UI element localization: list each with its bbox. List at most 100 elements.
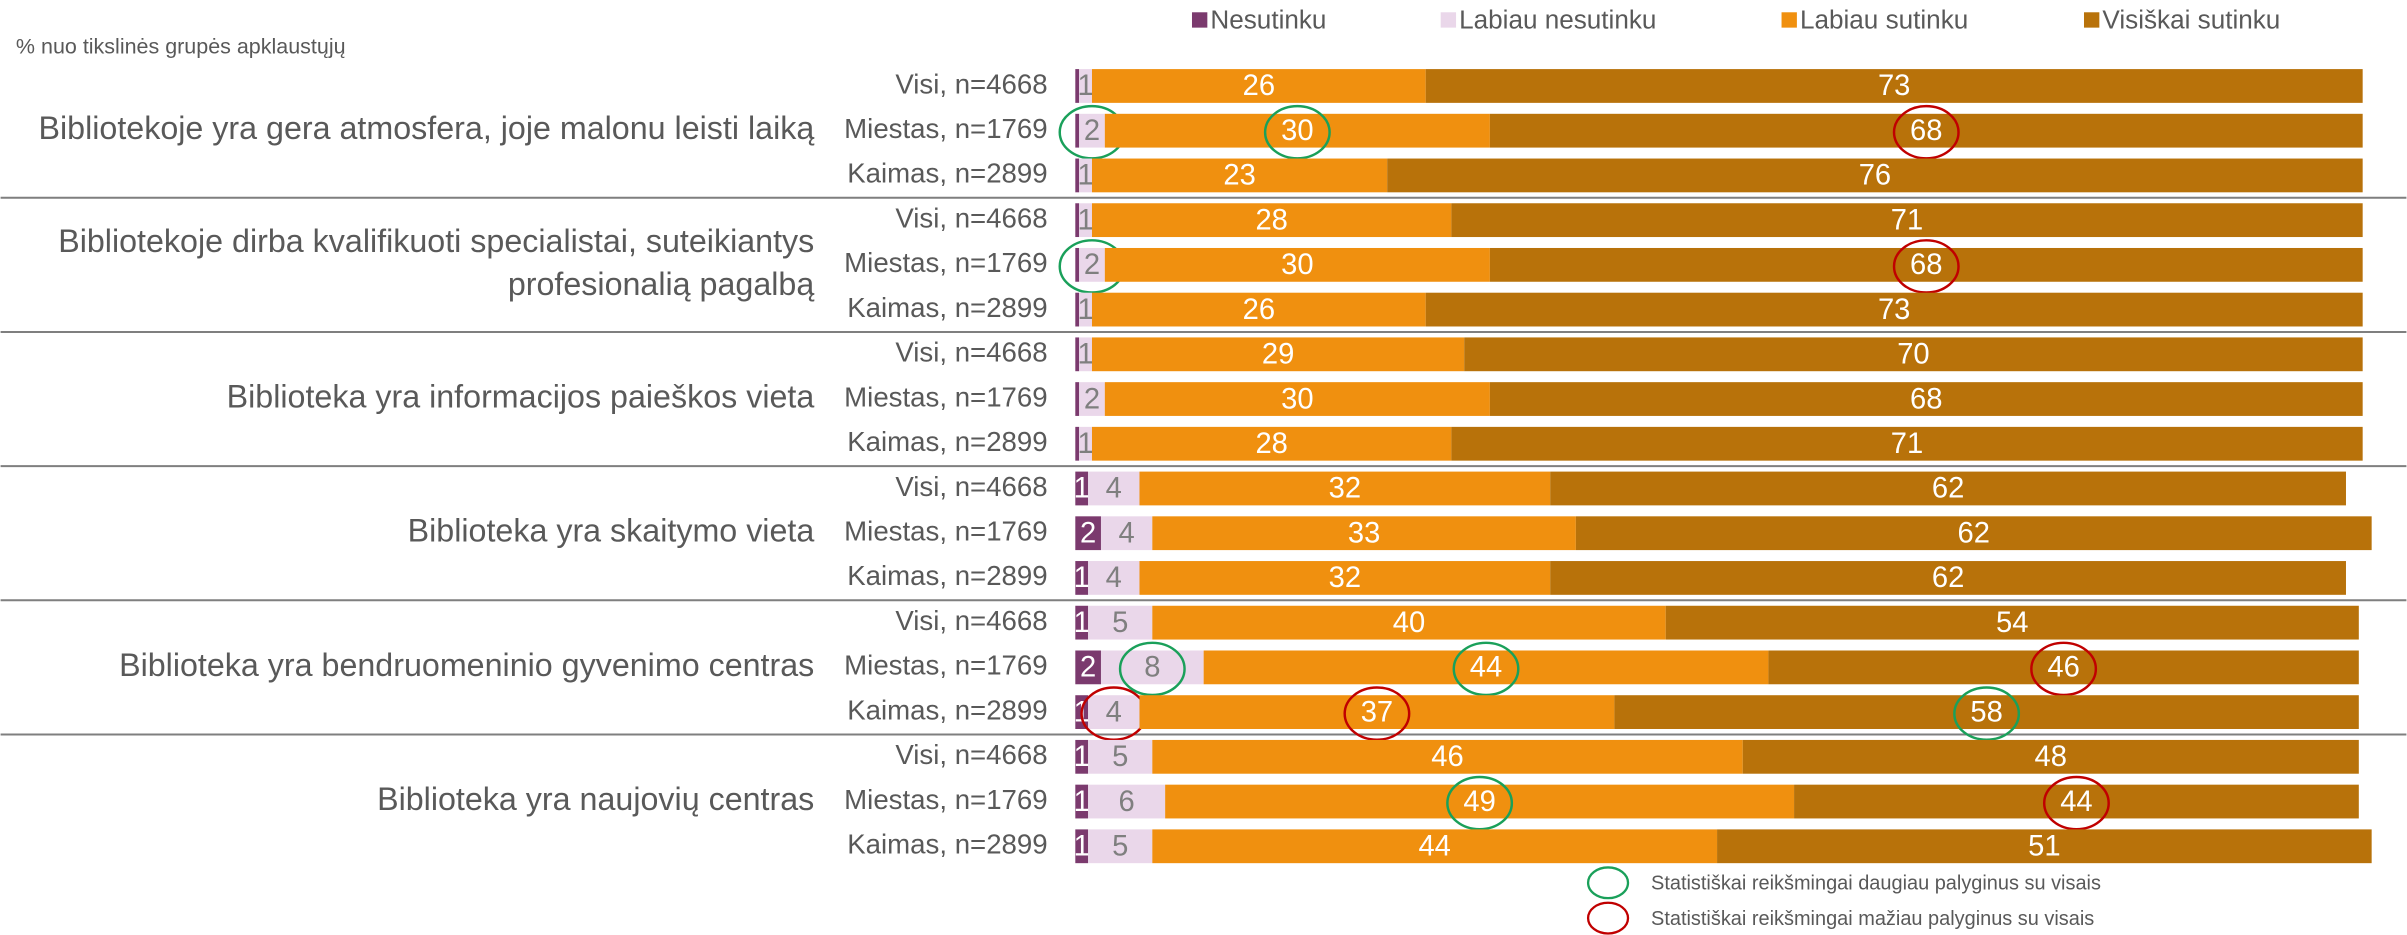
data-label: 30 bbox=[1281, 115, 1313, 147]
data-label: 46 bbox=[2047, 652, 2079, 684]
data-label: 51 bbox=[2028, 831, 2060, 863]
data-label: 68 bbox=[1910, 115, 1942, 147]
data-label: 44 bbox=[1470, 652, 1502, 684]
data-label: 37 bbox=[1361, 696, 1393, 728]
bar-segment bbox=[1203, 650, 1769, 685]
bar-segment bbox=[1100, 516, 1153, 551]
data-label: 49 bbox=[1463, 786, 1495, 818]
row-label: Miestas, n=1769 bbox=[844, 516, 1047, 547]
row-label: Visi, n=4668 bbox=[895, 739, 1047, 770]
bar-segment bbox=[1075, 650, 1101, 685]
bar-segment bbox=[1075, 292, 1080, 327]
bar-segment bbox=[1742, 739, 2359, 774]
data-label: 62 bbox=[1932, 473, 1964, 505]
data-label: 71 bbox=[1891, 428, 1923, 460]
data-label: 4 bbox=[1106, 562, 1122, 594]
legend-label: Visiškai sutinku bbox=[2102, 4, 2280, 34]
bar-segment bbox=[1575, 516, 2372, 551]
group-label: Biblioteka yra bendruomeninio gyvenimo c… bbox=[119, 647, 814, 683]
group-label: Biblioteka yra naujovių centras bbox=[377, 781, 814, 817]
bar-segment bbox=[1091, 426, 1452, 461]
bar-segment bbox=[1387, 158, 2363, 193]
data-label: 1 bbox=[1077, 294, 1093, 326]
bar-segment bbox=[1139, 695, 1615, 729]
bar-segment bbox=[1075, 382, 1080, 416]
bar-segment bbox=[1104, 382, 1490, 416]
bar-segment bbox=[1079, 382, 1105, 416]
row-label: Miestas, n=1769 bbox=[844, 650, 1047, 681]
data-label: 30 bbox=[1281, 249, 1313, 281]
data-label: 76 bbox=[1859, 160, 1891, 192]
row-label: Miestas, n=1769 bbox=[844, 247, 1047, 278]
data-label: 68 bbox=[1910, 249, 1942, 281]
subtitle: % nuo tikslinės grupės apklaustųjų bbox=[16, 34, 346, 58]
bar-segment bbox=[1075, 561, 1089, 595]
data-label: 6 bbox=[1119, 786, 1135, 818]
row-label: Kaimas, n=2899 bbox=[847, 694, 1047, 725]
group-label: Biblioteka yra informacijos paieškos vie… bbox=[227, 379, 815, 415]
data-label: 26 bbox=[1243, 294, 1275, 326]
bar-segment bbox=[1079, 203, 1092, 238]
data-label: 33 bbox=[1348, 517, 1380, 549]
data-label: 30 bbox=[1281, 383, 1313, 415]
data-label: 62 bbox=[1958, 517, 1990, 549]
data-label: 40 bbox=[1393, 607, 1425, 639]
significance-circle bbox=[2042, 775, 2110, 831]
bar-segment bbox=[1489, 247, 2363, 282]
bar-segment bbox=[1079, 158, 1092, 193]
data-label: 2 bbox=[1080, 517, 1096, 549]
bar-segment bbox=[1139, 471, 1551, 506]
data-label: 71 bbox=[1891, 204, 1923, 236]
bar-segment bbox=[1075, 426, 1080, 461]
bar-segment bbox=[1165, 784, 1795, 819]
significance-circle bbox=[1452, 641, 1520, 697]
legend-label: Labiau sutinku bbox=[1800, 4, 1968, 34]
data-label: 44 bbox=[2060, 786, 2092, 818]
row-label: Miestas, n=1769 bbox=[844, 381, 1047, 412]
data-label: 2 bbox=[1080, 652, 1096, 684]
row-label: Kaimas, n=2899 bbox=[847, 560, 1047, 591]
data-label: 1 bbox=[1077, 428, 1093, 460]
row-label: Kaimas, n=2899 bbox=[847, 158, 1047, 189]
bar-segment bbox=[1104, 247, 1490, 282]
row-label: Visi, n=4668 bbox=[895, 202, 1047, 233]
data-label: 1 bbox=[1077, 160, 1093, 192]
data-label: 2 bbox=[1084, 115, 1100, 147]
row-label: Kaimas, n=2899 bbox=[847, 829, 1047, 860]
data-label: 70 bbox=[1897, 339, 1929, 371]
bar-segment bbox=[1717, 829, 2372, 864]
bar-segment bbox=[1489, 382, 2363, 416]
bar-segment bbox=[1091, 158, 1388, 193]
bar-segment bbox=[1139, 561, 1551, 595]
data-label: 1 bbox=[1074, 562, 1090, 594]
legend-swatch bbox=[2083, 12, 2100, 28]
group-label: profesionalią pagalbą bbox=[508, 266, 815, 302]
significance-circle bbox=[1892, 104, 1960, 160]
data-label: 1 bbox=[1077, 70, 1093, 102]
legend-label: Nesutinku bbox=[1210, 4, 1326, 34]
data-label: 48 bbox=[2035, 741, 2067, 773]
data-label: 58 bbox=[1970, 696, 2002, 728]
bar-segment bbox=[1425, 69, 2363, 103]
significance-circle bbox=[1343, 686, 1411, 741]
data-label: 32 bbox=[1329, 562, 1361, 594]
significance-circle bbox=[1446, 775, 1514, 831]
bar-segment bbox=[1075, 113, 1080, 148]
significance-legend-circle bbox=[1586, 866, 1630, 900]
bar-segment bbox=[1088, 829, 1153, 864]
data-label: 28 bbox=[1255, 204, 1287, 236]
bar-segment bbox=[1550, 561, 2346, 595]
bar-segment bbox=[1425, 292, 2363, 327]
significance-legend-circle bbox=[1586, 901, 1630, 935]
bar-segment bbox=[1768, 650, 2359, 685]
significance-circle bbox=[1892, 239, 1960, 294]
bar-segment bbox=[1088, 561, 1140, 595]
legend-swatch bbox=[1440, 12, 1457, 28]
bar-segment bbox=[1079, 426, 1092, 461]
bar-segment bbox=[1550, 471, 2346, 506]
data-label: 44 bbox=[1418, 831, 1450, 863]
group-label: Biblioteka yra skaitymo vieta bbox=[408, 513, 815, 549]
bar-segment bbox=[1152, 516, 1576, 551]
bar-segment bbox=[1088, 471, 1140, 506]
